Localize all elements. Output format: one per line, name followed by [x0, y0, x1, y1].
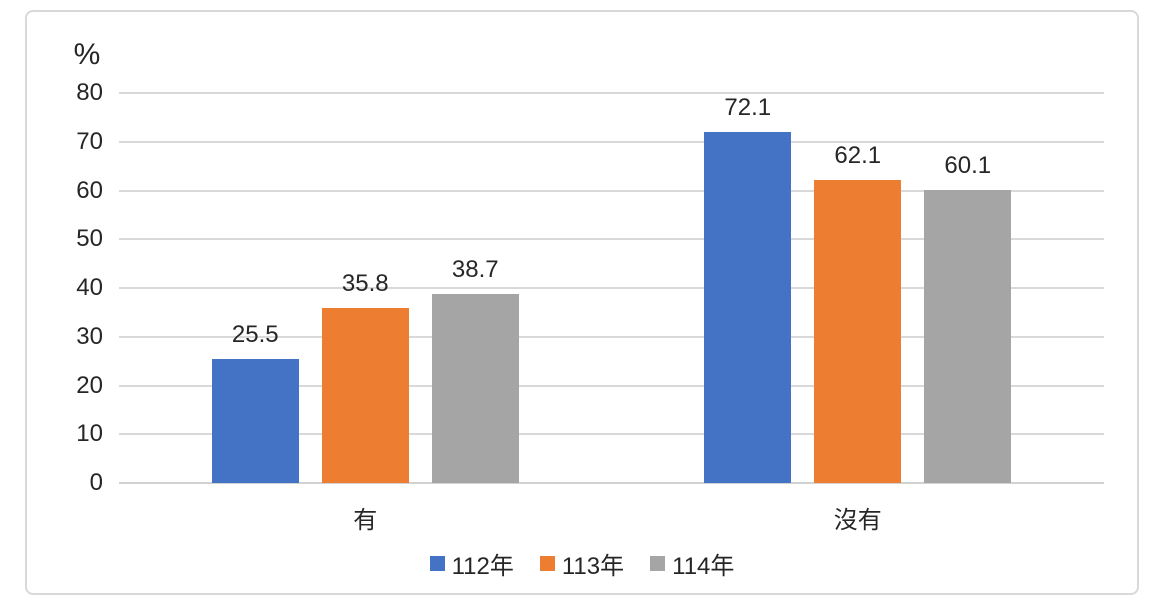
legend-item-114: 114年 — [650, 546, 734, 581]
y-tick-label: 40 — [76, 274, 103, 301]
x-axis-line: 0 — [90, 469, 1104, 496]
bar-113-meiyou: 62.1 — [814, 142, 902, 483]
y-tick-label: 60 — [76, 176, 103, 204]
bar-group-you: 25.5 35.8 38.7 — [119, 93, 612, 483]
chart-frame: % 80 70 60 50 40 30 20 10 0 25.5 35.8 38… — [25, 10, 1139, 595]
y-tick-label: 20 — [76, 371, 103, 399]
legend-swatch-112 — [429, 556, 445, 571]
gridline: 20 — [76, 372, 1104, 399]
y-tick-label: 50 — [76, 225, 103, 253]
bar-112-meiyou: 72.1 — [704, 94, 792, 483]
y-axis-title: % — [73, 38, 101, 71]
y-tick-label: 70 — [76, 127, 103, 155]
bar-value-label: 60.1 — [944, 152, 992, 180]
x-category-label-meiyou: 沒有 — [833, 507, 882, 534]
legend: 112年 113年 114年 — [27, 546, 1137, 581]
gridline: 80 — [76, 79, 1104, 106]
legend-swatch-114 — [650, 556, 666, 571]
bar-group-meiyou: 72.1 62.1 60.1 — [612, 93, 1105, 483]
y-tick-label: 80 — [76, 79, 103, 106]
x-category-label-you: 有 — [353, 507, 378, 534]
bar-value-label: 62.1 — [834, 142, 882, 170]
bar-value-label: 25.5 — [231, 320, 279, 348]
gridline: 60 — [76, 177, 1104, 204]
gridline: 50 — [76, 225, 1104, 252]
y-tick-label: 10 — [76, 420, 103, 448]
y-tick-label: 30 — [76, 322, 103, 350]
bar-114-you: 38.7 — [431, 256, 519, 483]
gridline: 10 — [76, 420, 1104, 447]
bar-value-label: 35.8 — [341, 270, 389, 298]
bar-113-you: 35.8 — [321, 270, 409, 483]
bar-value-label: 38.7 — [451, 256, 499, 284]
bar-114-meiyou: 60.1 — [924, 152, 1012, 483]
gridline: 30 — [76, 323, 1104, 350]
legend-item-113: 113年 — [539, 546, 625, 581]
bar-value-label: 72.1 — [724, 93, 772, 121]
x-axis-labels: 有 沒有 — [119, 500, 1104, 535]
gridline: 70 — [76, 128, 1104, 155]
bar-112-you: 25.5 — [211, 321, 299, 483]
plot-area: 80 70 60 50 40 30 20 10 0 25.5 35.8 38.7 — [76, 79, 1104, 496]
gridline: 40 — [76, 274, 1104, 301]
legend-label-113: 113年 — [561, 553, 625, 580]
y-tick-label: 0 — [89, 469, 103, 496]
legend-item-112: 112年 — [429, 546, 514, 581]
bar-groups: 25.5 35.8 38.7 72.1 62.1 60.1 — [119, 93, 1104, 483]
legend-label-114: 114年 — [672, 553, 735, 580]
legend-label-112: 112年 — [451, 553, 514, 580]
legend-swatch-113 — [539, 556, 555, 571]
